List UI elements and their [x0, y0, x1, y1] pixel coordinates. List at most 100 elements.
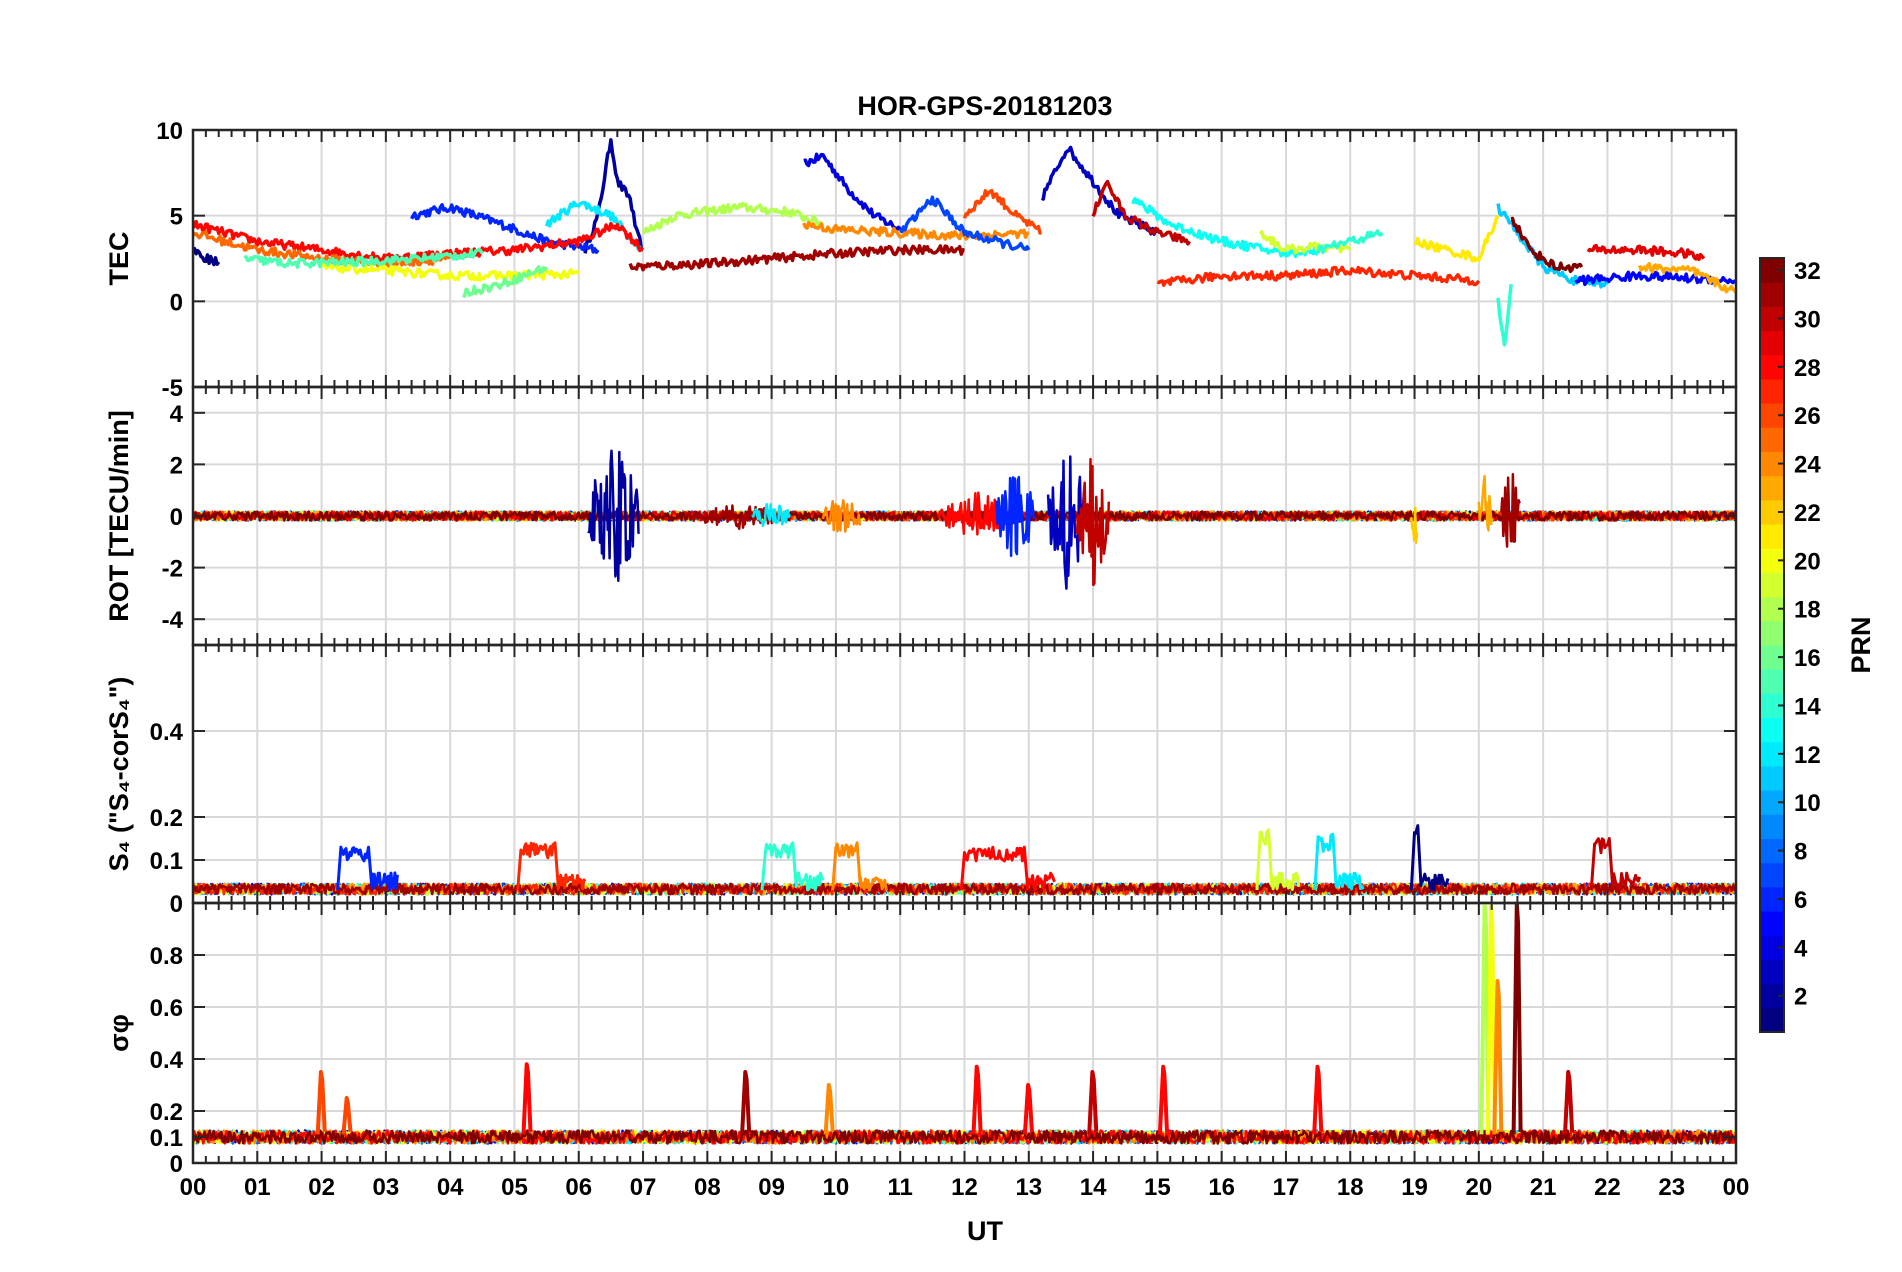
tec-series-prn-13-17 — [1131, 197, 1320, 259]
ytick-label-tec-1: 0 — [170, 289, 183, 316]
colorbar-tick-label-14: 30 — [1794, 306, 1821, 333]
ytick-label-sigma_phi-5: 0.8 — [150, 943, 183, 970]
panel-tec: -5 0 5 10 TEC — [104, 118, 1738, 402]
sigma-spike-prn-20-12 — [1485, 903, 1497, 1135]
ytick-label-s4-2: 0.2 — [150, 805, 183, 832]
xtick-label-4: 04 — [437, 1174, 464, 1201]
ytick-label-rot-0: -4 — [162, 607, 184, 634]
colorbar-segment-11 — [1760, 765, 1784, 791]
colorbar-segment-9 — [1760, 814, 1784, 839]
xtick-label-13: 13 — [1015, 1174, 1042, 1201]
tec-series-prn-26-5 — [962, 188, 1042, 235]
tec-series-prn-7-15 — [898, 195, 1031, 251]
colorbar-segment-15 — [1760, 669, 1784, 694]
colorbar-tick-label-2: 6 — [1794, 887, 1807, 914]
series-tec — [193, 138, 1736, 347]
xtick-label-2: 02 — [308, 1174, 335, 1201]
ytick-label-tec-2: 5 — [170, 204, 183, 231]
colorbar-segment-21 — [1760, 524, 1784, 549]
colorbar-tick-label-12: 26 — [1794, 403, 1821, 430]
xtick-label-5: 05 — [501, 1174, 528, 1201]
xtick-label-19: 19 — [1401, 1174, 1428, 1201]
rot-burst-prn-12-10 — [751, 502, 792, 528]
s4-peak-prn-12-6 — [1313, 832, 1365, 891]
sigma-base-prn-32 — [193, 1129, 1736, 1145]
colorbar-segment-1 — [1760, 1007, 1784, 1033]
series-rot — [193, 449, 1736, 590]
rot-burst-prn-24-8 — [821, 499, 862, 533]
s4-peak-prn-24-3 — [831, 841, 889, 892]
ytick-label-s4-1: 0.1 — [150, 848, 183, 875]
tec-series-prn-1-26 — [193, 246, 221, 267]
sigma-spike-prn-30-10 — [1563, 1070, 1575, 1135]
s4-peak-prn-27-1 — [516, 841, 587, 891]
colorbar-segment-29 — [1760, 330, 1784, 356]
xtick-label-15: 15 — [1144, 1174, 1171, 1201]
xtick-label-8: 08 — [694, 1174, 721, 1201]
sigma-spike-prn-26-0 — [315, 1070, 327, 1135]
ylabel-sigma_phi: σφ — [104, 1014, 134, 1052]
tec-series-prn-14-19 — [1316, 229, 1384, 255]
colorbar-segment-27 — [1760, 378, 1784, 404]
xtick-label-18: 18 — [1337, 1174, 1364, 1201]
rot-burst-prn-30-2 — [1075, 457, 1111, 587]
panel-rot: -4 -2 0 2 4 ROT [TECU/min] — [104, 385, 1738, 647]
sigma-spike-prn-32-14 — [1511, 903, 1523, 1135]
sigma-spike-prn-24-13 — [1492, 979, 1504, 1135]
tec-series-prn-29-23 — [1586, 243, 1706, 262]
colorbar-tick-label-4: 10 — [1794, 790, 1821, 817]
xtick-label-14: 14 — [1080, 1174, 1107, 1201]
colorbar-tick-label-7: 16 — [1794, 645, 1821, 672]
tec-series-prn-28-8 — [193, 219, 645, 264]
colorbar-tick-label-10: 22 — [1794, 500, 1821, 527]
colorbar-frame — [1759, 257, 1785, 1033]
xtick-label-12: 12 — [951, 1174, 978, 1201]
rot-burst-prn-6-4 — [995, 475, 1036, 558]
colorbar-segment-31 — [1760, 282, 1784, 307]
colorbar-segment-3 — [1760, 959, 1784, 985]
xtick-label-20: 20 — [1465, 1174, 1492, 1201]
sigma-spike-prn-28-9 — [1312, 1064, 1324, 1135]
chart-title: HOR-GPS-20181203 — [857, 91, 1112, 121]
sigma-spike-prn-31-3 — [740, 1070, 752, 1135]
s4-peak-prn-28-4 — [959, 845, 1056, 892]
rot-burst-prn-22-5 — [1410, 506, 1419, 544]
ylabel-rot: ROT [TECU/min] — [104, 410, 134, 621]
ytick-label-rot-2: 0 — [170, 504, 183, 531]
tec-series-prn-20-10 — [320, 261, 581, 282]
colorbar-tick-label-3: 8 — [1794, 839, 1807, 866]
rot-burst-prn-23-6 — [1477, 474, 1493, 532]
ytick-label-rot-4: 4 — [170, 401, 184, 428]
ytick-label-tec-3: 10 — [156, 118, 183, 145]
xtick-label-0: 00 — [180, 1174, 207, 1201]
tec-series-prn-15-11 — [243, 247, 484, 269]
sigma-spike-prn-30-7 — [1087, 1070, 1099, 1135]
colorbar-tick-label-0: 2 — [1794, 984, 1807, 1011]
colorbar-segment-25 — [1760, 427, 1784, 452]
colorbar-segment-13 — [1760, 717, 1784, 743]
xtick-label-6: 06 — [565, 1174, 592, 1201]
xtick-label-24: 00 — [1723, 1174, 1750, 1201]
sigma-spike-prn-28-6 — [1022, 1083, 1034, 1135]
sigma-spike-prn-28-2 — [521, 1062, 533, 1135]
rot-burst-prn-3-1 — [1046, 455, 1087, 590]
sigma-spike-prn-18-11 — [1479, 903, 1491, 1135]
s4-peak-prn-19-5 — [1255, 828, 1301, 891]
sigma-spike-prn-28-5 — [971, 1064, 983, 1135]
series-sigma_phi — [193, 903, 1736, 1145]
sigma-spike-prn-26-1 — [341, 1096, 353, 1135]
ylabel-tec: TEC — [104, 232, 134, 286]
s4-peak-prn-14-2 — [760, 841, 825, 892]
tec-series-prn-27-16 — [1156, 265, 1481, 287]
colorbar-segment-23 — [1760, 475, 1784, 501]
tec-series-prn-24-14 — [802, 220, 1030, 241]
ytick-label-sigma_phi-4: 0.6 — [150, 995, 183, 1022]
tec-series-prn-32-22 — [1510, 216, 1584, 274]
colorbar-tick-label-6: 14 — [1794, 693, 1821, 720]
colorbar-segment-7 — [1760, 862, 1784, 888]
tec-series-prn-21-20 — [1413, 214, 1500, 263]
tec-series-prn-16-12 — [461, 265, 549, 298]
ytick-label-rot-3: 2 — [170, 452, 183, 479]
